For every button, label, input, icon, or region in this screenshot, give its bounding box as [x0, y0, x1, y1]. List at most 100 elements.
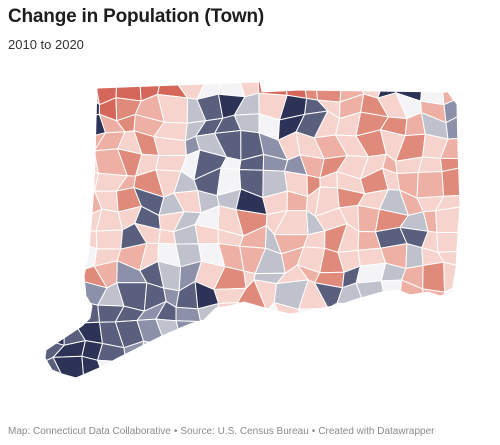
town-shape[interactable]: [40, 148, 60, 180]
town-shape[interactable]: [53, 80, 88, 106]
town-shape[interactable]: [122, 361, 142, 380]
town-shape[interactable]: [436, 324, 462, 348]
town-shape[interactable]: [52, 355, 85, 380]
town-shape[interactable]: [157, 344, 185, 360]
town-shape[interactable]: [233, 357, 268, 380]
town-shape[interactable]: [55, 226, 82, 245]
town-shape[interactable]: [40, 307, 65, 332]
town-shape[interactable]: [40, 225, 58, 245]
town-shape[interactable]: [40, 241, 65, 265]
town-shape[interactable]: [40, 80, 61, 106]
town-shape[interactable]: [40, 93, 61, 118]
town-shape[interactable]: [336, 302, 365, 327]
town-shape[interactable]: [334, 359, 360, 380]
town-shape[interactable]: [426, 356, 444, 380]
town-shape[interactable]: [233, 338, 269, 360]
town-shape[interactable]: [375, 319, 403, 346]
town-shape[interactable]: [61, 299, 76, 332]
town-shape[interactable]: [335, 336, 368, 367]
town-shape[interactable]: [53, 278, 78, 309]
town-shape[interactable]: [375, 305, 403, 330]
town-shape[interactable]: [436, 231, 462, 253]
town-shape[interactable]: [360, 305, 387, 330]
town-shape[interactable]: [134, 357, 165, 381]
town-shape[interactable]: [40, 284, 64, 311]
town-shape[interactable]: [40, 316, 65, 346]
town-shape[interactable]: [58, 167, 84, 199]
town-shape[interactable]: [380, 279, 403, 310]
town-shape[interactable]: [216, 338, 250, 364]
town-shape[interactable]: [277, 336, 308, 364]
map-footer: Map: Connecticut Data Collaborative • Sour…: [8, 426, 434, 437]
town-shape[interactable]: [54, 137, 87, 150]
town-shape[interactable]: [262, 358, 288, 380]
town-shape[interactable]: [360, 324, 387, 348]
town-shape[interactable]: [277, 317, 308, 346]
town-shape[interactable]: [398, 356, 429, 380]
town-shape[interactable]: [40, 173, 65, 193]
town-shape[interactable]: [315, 364, 337, 381]
map-credit: Map: Connecticut Data Collaborative: [8, 426, 171, 437]
datawrapper-credit: Created with Datawrapper: [318, 426, 435, 437]
town-shape[interactable]: [40, 186, 65, 209]
town-shape[interactable]: [279, 356, 308, 381]
town-shape[interactable]: [175, 306, 202, 323]
town-shape[interactable]: [415, 336, 439, 363]
town-shape[interactable]: [214, 317, 249, 350]
town-shape[interactable]: [55, 242, 81, 272]
town-shape[interactable]: [335, 321, 368, 348]
town-shape[interactable]: [436, 336, 462, 362]
town-shape[interactable]: [53, 261, 81, 288]
town-shape[interactable]: [40, 261, 65, 288]
town-shape[interactable]: [314, 80, 342, 103]
town-shape[interactable]: [401, 344, 429, 361]
town-shape[interactable]: [354, 341, 387, 363]
town-shape[interactable]: [305, 336, 318, 369]
town-shape[interactable]: [435, 305, 462, 327]
town-shape[interactable]: [297, 307, 329, 329]
town-shape[interactable]: [254, 317, 283, 347]
town-shape[interactable]: [53, 93, 88, 118]
town-shape[interactable]: [174, 355, 208, 380]
town-shape[interactable]: [174, 336, 197, 361]
town-shape[interactable]: [253, 344, 281, 365]
town-shape[interactable]: [405, 242, 424, 270]
town-shape[interactable]: [60, 191, 84, 219]
town-shape[interactable]: [375, 341, 405, 363]
town-shape[interactable]: [40, 116, 61, 140]
town-shape[interactable]: [354, 359, 384, 380]
town-shape[interactable]: [56, 205, 84, 232]
town-shape[interactable]: [434, 194, 462, 212]
town-shape[interactable]: [417, 156, 443, 174]
town-shape[interactable]: [315, 336, 337, 369]
town-shape[interactable]: [193, 320, 224, 350]
town-shape[interactable]: [375, 359, 405, 380]
town-shape[interactable]: [77, 230, 98, 250]
town-shape[interactable]: [398, 308, 427, 321]
town-shape[interactable]: [401, 317, 423, 347]
town-shape[interactable]: [435, 206, 462, 234]
town-shape[interactable]: [415, 317, 438, 347]
town-shape[interactable]: [416, 170, 445, 199]
town-shape[interactable]: [195, 359, 224, 380]
town-shape[interactable]: [40, 129, 59, 153]
town-shape[interactable]: [296, 356, 326, 381]
footer-separator: •: [173, 426, 178, 437]
town-shape[interactable]: [441, 166, 462, 197]
town-shape[interactable]: [300, 317, 324, 348]
town-shape[interactable]: [95, 229, 124, 250]
town-shape[interactable]: [157, 228, 177, 245]
town-shape[interactable]: [235, 317, 257, 348]
town-shape[interactable]: [436, 359, 463, 380]
town-shape[interactable]: [216, 357, 249, 380]
town-shape[interactable]: [57, 149, 87, 180]
town-shape[interactable]: [157, 355, 179, 380]
town-shape[interactable]: [422, 261, 446, 293]
town-shape[interactable]: [420, 306, 447, 327]
town-shape[interactable]: [54, 116, 86, 140]
town-shape[interactable]: [193, 336, 224, 363]
town-shape[interactable]: [96, 359, 127, 380]
town-shape[interactable]: [40, 205, 62, 231]
town-shape[interactable]: [316, 321, 350, 348]
